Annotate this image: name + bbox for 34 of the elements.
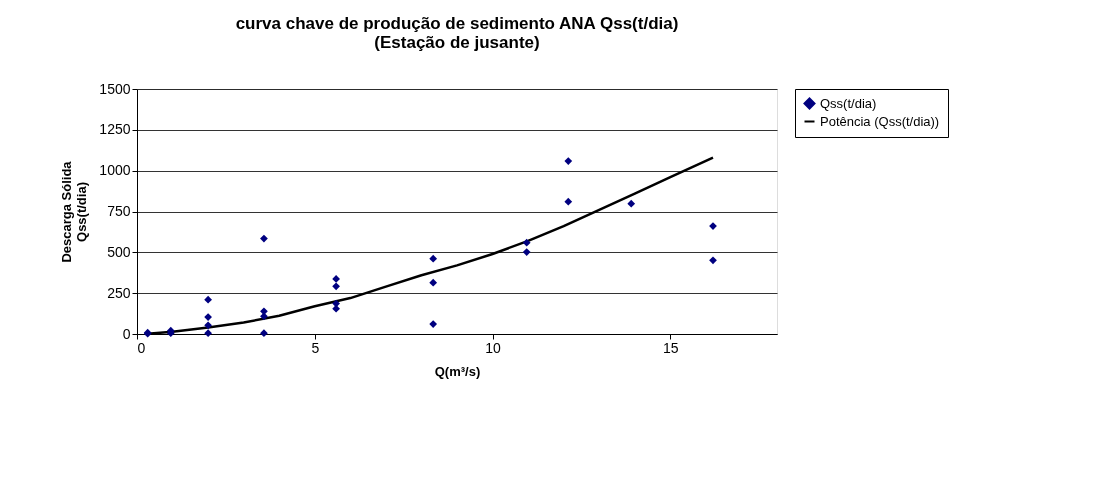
point [260, 234, 268, 243]
point [709, 256, 717, 265]
y-tick-label: 1250 [99, 121, 131, 138]
y-tick-label: 1500 [99, 80, 131, 97]
point [429, 278, 438, 287]
point [204, 295, 212, 304]
text: (Estação de jusante) [374, 33, 540, 52]
point [204, 329, 212, 338]
y-tick-label: 0 [122, 325, 131, 342]
y-tick-label: 750 [107, 203, 131, 219]
point [332, 282, 340, 291]
point [564, 197, 573, 206]
legend-label: Qss(t/dia) [820, 95, 877, 111]
point [522, 238, 531, 247]
point [627, 199, 636, 208]
x-tick-label: 10 [485, 339, 502, 356]
text: curva chave de produção de sedimento ANA Qss(t/dia) [235, 14, 679, 33]
point [429, 254, 438, 263]
point [522, 248, 531, 256]
point [564, 157, 573, 165]
x-tick-label: 5 [311, 339, 320, 356]
point [429, 320, 438, 328]
y-axis-title: Descarga Sólida Qss(t/dia) [59, 160, 90, 263]
point [260, 329, 268, 338]
y-tick-label: 250 [107, 284, 131, 301]
y-tick-label: 500 [107, 243, 131, 260]
point [204, 321, 212, 330]
y-tick-label: 1000 [99, 162, 131, 179]
x-tick-label: 0 [137, 339, 146, 356]
x-tick-label: 15 [663, 339, 679, 356]
point [332, 275, 340, 283]
x-axis-title: Q(m³/s) [434, 363, 481, 379]
point [260, 312, 268, 321]
legend-label: Potência (Qss(t/dia)) [820, 113, 940, 129]
